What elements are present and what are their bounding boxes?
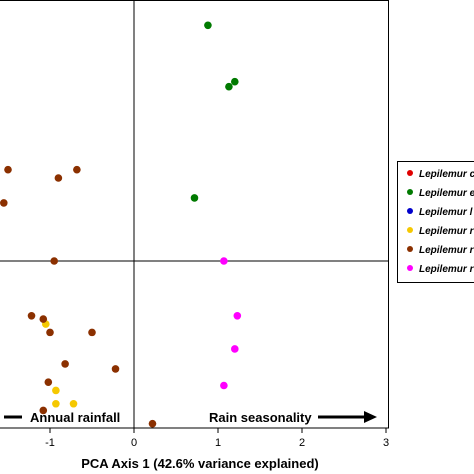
data-point bbox=[46, 328, 54, 337]
data-point bbox=[4, 165, 12, 174]
data-point bbox=[50, 257, 58, 265]
legend-label: Lepilemur e bbox=[419, 188, 474, 199]
data-point bbox=[220, 257, 228, 265]
data-point bbox=[52, 386, 60, 395]
legend-marker bbox=[407, 227, 413, 233]
data-point bbox=[0, 199, 8, 207]
data-point bbox=[231, 77, 239, 86]
x-tick-label: 2 bbox=[299, 437, 305, 449]
legend-item: Lepilemur e bbox=[407, 188, 474, 199]
series-5 bbox=[0, 165, 157, 428]
data-point bbox=[193, 440, 201, 448]
x-tick-label: 3 bbox=[383, 437, 389, 449]
legend-label: Lepilemur l bbox=[419, 207, 473, 218]
legend-label: Lepilemur r bbox=[419, 226, 474, 237]
legend-item: Lepilemur l bbox=[407, 207, 473, 218]
data-points bbox=[0, 21, 257, 456]
data-point bbox=[225, 82, 233, 91]
data-point bbox=[220, 381, 228, 390]
annotation-rain-seasonality: Rain seasonality bbox=[209, 410, 312, 425]
legend-item: Lepilemur r bbox=[407, 264, 474, 275]
legend-label: Lepilemur c bbox=[419, 169, 474, 180]
data-point bbox=[212, 448, 220, 456]
x-tick-label: 1 bbox=[215, 437, 221, 449]
data-point bbox=[190, 194, 199, 202]
series-2 bbox=[190, 21, 239, 202]
data-point bbox=[249, 435, 257, 443]
data-point bbox=[168, 435, 176, 443]
x-tick-label: 0 bbox=[131, 437, 137, 449]
legend-marker bbox=[407, 265, 413, 271]
data-point bbox=[39, 406, 48, 415]
data-point bbox=[27, 311, 36, 320]
legend-marker bbox=[407, 246, 413, 252]
data-point bbox=[69, 399, 78, 408]
data-point bbox=[233, 311, 242, 320]
legend-label: Lepilemur r bbox=[419, 245, 474, 256]
x-axis-title: PCA Axis 1 (42.6% variance explained) bbox=[81, 456, 318, 471]
x-axis: -1 0 1 2 3 bbox=[0, 427, 389, 449]
x-tick-label: -1 bbox=[45, 437, 55, 449]
data-point bbox=[61, 360, 69, 368]
data-point bbox=[52, 399, 60, 408]
legend-marker bbox=[407, 208, 413, 214]
data-point bbox=[39, 315, 48, 323]
legend-label: Lepilemur r bbox=[419, 264, 474, 275]
legend-item: Lepilemur r bbox=[407, 226, 474, 237]
legend-box bbox=[397, 161, 474, 283]
data-point bbox=[73, 165, 81, 174]
legend-marker bbox=[407, 170, 413, 176]
data-point bbox=[88, 328, 96, 337]
annotations: Annual rainfall Rain seasonality bbox=[4, 410, 377, 425]
data-point bbox=[231, 345, 239, 353]
plot-area bbox=[0, 0, 389, 456]
data-point bbox=[54, 174, 63, 182]
legend-item: Lepilemur r bbox=[407, 245, 474, 256]
legend-marker bbox=[407, 189, 413, 195]
annotation-annual-rainfall: Annual rainfall bbox=[30, 410, 120, 425]
legend: Lepilemur c Lepilemur e Lepilemur l Lepilem… bbox=[397, 161, 474, 283]
data-point bbox=[44, 378, 53, 386]
series-6 bbox=[212, 257, 257, 456]
data-point bbox=[148, 419, 157, 428]
data-point bbox=[204, 21, 212, 30]
data-point bbox=[111, 365, 120, 373]
arrow-right-head bbox=[364, 411, 377, 423]
legend-item: Lepilemur c bbox=[407, 169, 474, 180]
